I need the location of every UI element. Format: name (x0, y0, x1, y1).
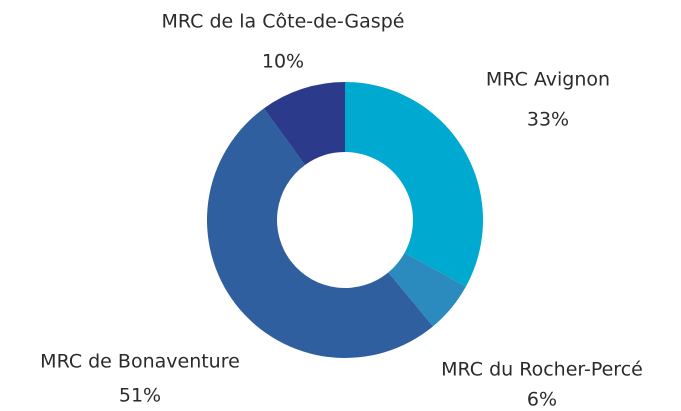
donut-slice (388, 252, 466, 327)
slice-label: MRC de Bonaventure (40, 351, 240, 373)
slice-value-label: 6% (527, 389, 557, 411)
slice-label: MRC du Rocher-Percé (441, 359, 643, 381)
donut-slice (345, 82, 483, 287)
donut-slice (207, 108, 433, 358)
slice-value-label: 51% (119, 385, 161, 407)
slice-value-label: 10% (262, 51, 304, 73)
donut-slice (263, 82, 345, 165)
slice-label: MRC de la Côte-de-Gaspé (162, 11, 405, 33)
slice-label: MRC Avignon (486, 69, 610, 91)
slice-value-label: 33% (527, 109, 569, 131)
